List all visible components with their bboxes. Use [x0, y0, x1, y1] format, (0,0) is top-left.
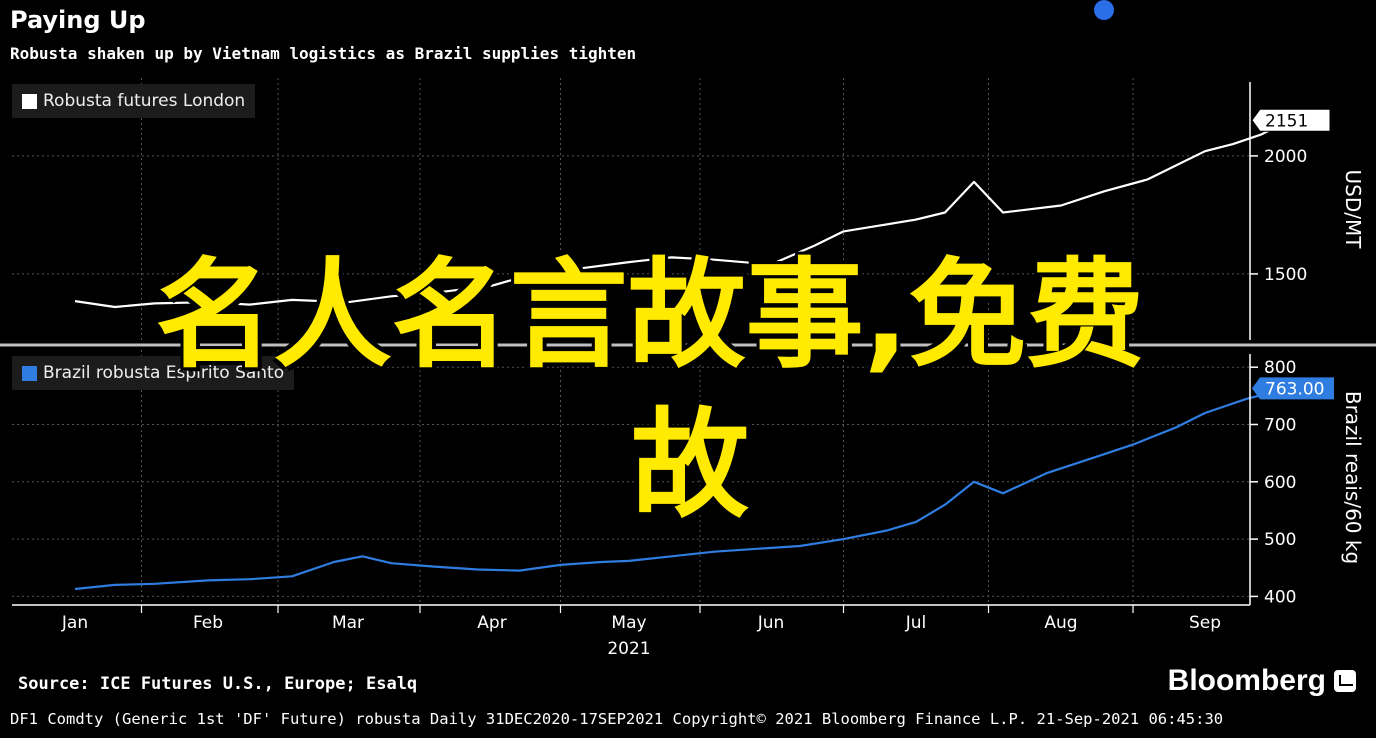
x-tick-label: Mar	[332, 613, 364, 633]
overlay-line-2: 故	[630, 396, 749, 534]
x-tick-label: Apr	[477, 613, 506, 633]
footer-info: DF1 Comdty (Generic 1st 'DF' Future) rob…	[10, 710, 1224, 728]
y-tick-label: 1500	[1264, 265, 1307, 285]
last-value-marker: 2151	[1251, 108, 1331, 132]
legend-label-top: Robusta futures London	[43, 91, 246, 111]
y-axis-title: USD/MT	[1341, 170, 1365, 250]
y-tick-label: 700	[1264, 415, 1296, 435]
y-tick-label: 2000	[1264, 147, 1307, 167]
legend-swatch-top	[22, 93, 37, 109]
series-line-1	[74, 387, 1290, 591]
chart-subtitle: Robusta shaken up by Vietnam logistics a…	[10, 44, 637, 63]
y-tick-label: 600	[1264, 473, 1296, 493]
overlay-line-1: 名人名言故事,免费	[155, 246, 1145, 384]
last-value-marker: 763.00	[1252, 377, 1334, 400]
source-note: Source: ICE Futures U.S., Europe; Esalq	[18, 674, 418, 694]
legend-label-bottom: Brazil robusta Espirito Santo	[43, 363, 285, 383]
legend-top: Robusta futures London	[12, 84, 256, 118]
last-value-label: 763.00	[1265, 379, 1324, 399]
accent-dot	[1094, 0, 1114, 20]
legend-swatch-bottom	[22, 365, 37, 381]
last-value-box	[1252, 377, 1334, 400]
last-value-box	[1251, 108, 1331, 132]
chart-title: Paying Up	[10, 6, 146, 34]
x-tick-label: Sep	[1189, 613, 1221, 633]
brand-name: Bloomberg	[1167, 664, 1326, 697]
x-tick-label: May	[611, 613, 646, 633]
last-value-label: 2151	[1265, 111, 1308, 131]
bloomberg-logo: Bloomberg	[1168, 664, 1356, 698]
legend-bottom: Brazil robusta Espirito Santo	[12, 356, 295, 390]
x-tick-label: Jan	[61, 613, 88, 633]
watermark-overlay-text: 名人名言故事,免费 故	[0, 240, 1300, 540]
x-year-label: 2021	[607, 639, 650, 659]
x-tick-label: Jun	[757, 613, 785, 633]
grid-lines	[12, 78, 1250, 605]
x-tick-label: Aug	[1044, 613, 1077, 633]
y-tick-label: 800	[1264, 358, 1296, 378]
y-tick-label: 400	[1264, 587, 1296, 607]
x-tick-label: Feb	[193, 613, 223, 633]
y-tick-label: 500	[1264, 530, 1296, 550]
series-line-0	[74, 119, 1290, 309]
x-tick-label: Jul	[905, 613, 927, 633]
y-axis-title: Brazil reais/60 kg	[1341, 391, 1365, 564]
series-lines	[74, 119, 1290, 591]
terminal-icon	[1334, 670, 1356, 692]
